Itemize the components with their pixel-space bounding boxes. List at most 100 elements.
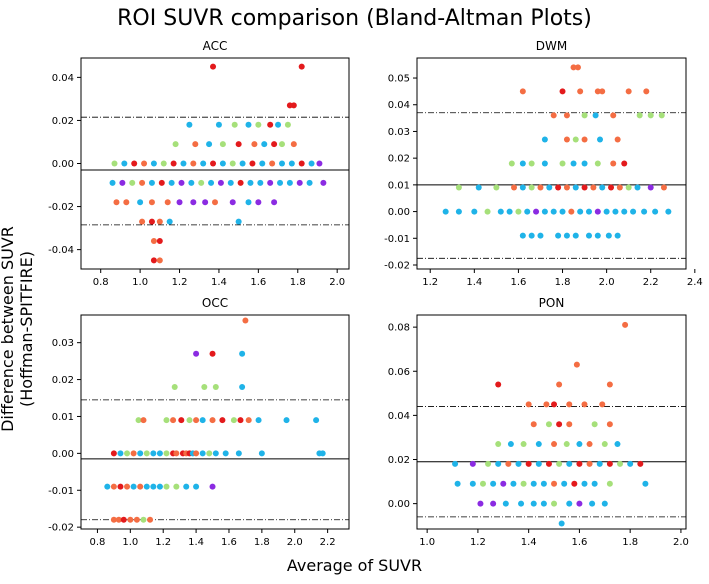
data-point — [180, 160, 187, 167]
data-point — [605, 232, 612, 239]
data-point — [320, 179, 327, 186]
data-point — [581, 401, 588, 408]
data-point — [625, 184, 632, 191]
data-point — [519, 160, 526, 167]
data-point — [255, 417, 262, 424]
y-tick-label: 0.04 — [388, 411, 410, 422]
data-point — [193, 350, 200, 357]
data-point — [660, 184, 667, 191]
data-point — [479, 480, 486, 487]
data-point — [231, 121, 238, 128]
data-point — [186, 121, 193, 128]
data-point — [206, 141, 213, 148]
data-point — [612, 208, 619, 215]
data-point — [148, 218, 155, 225]
data-point — [585, 208, 592, 215]
y-tick-label: 0.08 — [388, 323, 410, 334]
y-tick-label: 0.03 — [52, 338, 74, 349]
data-point — [193, 450, 200, 457]
data-point — [190, 199, 197, 206]
data-point — [160, 160, 167, 167]
data-point — [212, 199, 218, 206]
data-point — [590, 184, 597, 191]
data-point — [500, 480, 507, 487]
data-point — [642, 480, 649, 487]
panel-2: OCC 0.8 1.0 1.2 1.4 1.6 1.8 2.0 2.2 -0.02 -0.01 0.0… — [48, 296, 350, 548]
data-point — [245, 417, 252, 424]
data-point — [541, 160, 548, 167]
data-point — [599, 88, 606, 95]
data-point — [559, 160, 566, 167]
data-point — [510, 480, 517, 487]
data-point — [520, 441, 527, 448]
data-point — [133, 516, 140, 523]
data-point — [610, 160, 617, 167]
data-point — [156, 483, 163, 490]
data-point — [566, 401, 573, 408]
data-point — [502, 500, 509, 507]
data-point — [104, 483, 111, 490]
data-point — [173, 483, 180, 490]
data-point — [163, 450, 170, 457]
data-point — [110, 516, 117, 523]
data-point — [119, 179, 126, 186]
data-point — [209, 483, 216, 490]
data-point — [652, 208, 659, 215]
figure-x-axis-label: Average of SUVR — [286, 556, 423, 575]
data-point — [210, 160, 217, 167]
data-point — [551, 441, 558, 448]
data-point — [603, 208, 610, 215]
x-tick-label: 2.0 — [599, 277, 615, 288]
data-point — [563, 232, 570, 239]
y-tick-label: 0.02 — [388, 154, 410, 165]
data-point — [163, 483, 170, 490]
data-point — [217, 179, 224, 186]
data-point — [172, 141, 179, 148]
data-point — [493, 184, 500, 191]
data-point — [495, 460, 502, 467]
data-point — [267, 179, 274, 186]
data-point — [576, 500, 583, 507]
data-point — [636, 112, 643, 119]
data-point — [508, 160, 515, 167]
data-point — [469, 460, 476, 467]
y-tick-label: -0.01 — [48, 486, 74, 497]
data-point — [192, 141, 199, 148]
data-point — [137, 450, 144, 457]
data-point — [198, 179, 205, 186]
data-point — [306, 179, 313, 186]
data-point — [319, 450, 326, 457]
data-point — [563, 441, 570, 448]
data-point — [546, 184, 553, 191]
data-point — [267, 121, 274, 128]
data-point — [556, 460, 563, 467]
data-point — [519, 184, 526, 191]
data-point — [219, 417, 226, 424]
data-point — [535, 460, 542, 467]
data-point — [576, 460, 583, 467]
data-point — [188, 179, 195, 186]
data-point — [143, 450, 150, 457]
data-point — [477, 500, 484, 507]
data-point — [110, 450, 117, 457]
data-point — [222, 450, 229, 457]
data-point — [229, 160, 236, 167]
data-point — [173, 450, 180, 457]
data-point — [130, 450, 137, 457]
data-point — [178, 417, 185, 424]
data-point — [454, 480, 461, 487]
data-point — [279, 141, 285, 148]
data-point — [606, 421, 613, 428]
data-point — [124, 483, 131, 490]
data-point — [279, 160, 285, 167]
data-point — [298, 63, 305, 70]
data-point — [540, 500, 547, 507]
panel-frame — [416, 57, 687, 270]
data-point — [242, 317, 249, 324]
data-point — [455, 184, 462, 191]
data-point — [528, 160, 535, 167]
data-point — [617, 460, 624, 467]
panel-1: DWM 1.2 1.4 1.6 1.8 2.0 2.2 2.4 -0.02 -0.01 0.00 0.… — [384, 39, 703, 288]
data-point — [286, 102, 293, 109]
data-point — [540, 480, 547, 487]
